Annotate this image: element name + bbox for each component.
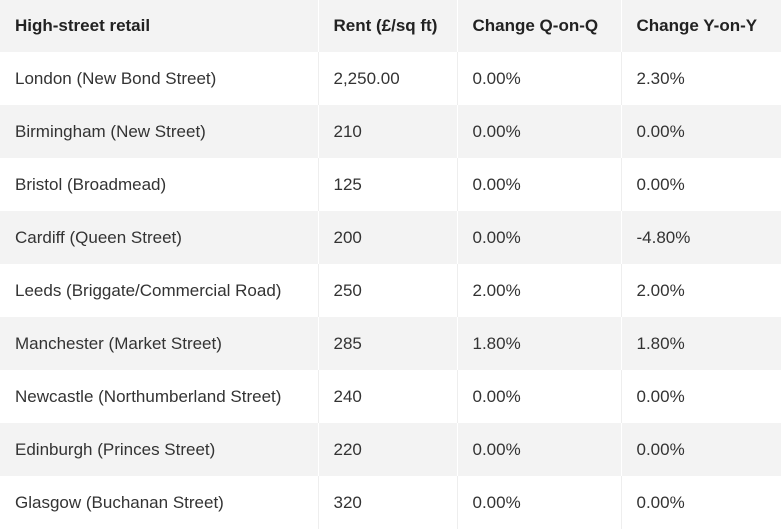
location-cell: Manchester (Market Street) [15, 333, 222, 353]
table-header: High-street retail Rent (£/sq ft) Change… [0, 0, 781, 52]
change-qoq-cell: 0.00% [456, 52, 621, 105]
location-cell: Newcastle (Northumberland Street) [15, 386, 282, 406]
change-qoq-cell: 0.00% [456, 105, 621, 158]
location-cell: London (New Bond Street) [15, 68, 217, 88]
location-cell: Edinburgh (Princes Street) [15, 439, 216, 459]
change-yoy-cell: 0.00% [620, 370, 781, 423]
change-qoq-cell: 0.00% [456, 370, 621, 423]
change-qoq-cell: 0.00% [456, 211, 621, 264]
location-cell: Birmingham (New Street) [15, 121, 206, 141]
location-cell: Cardiff (Queen Street) [15, 227, 182, 247]
column-header-location: High-street retail [15, 16, 151, 35]
table-row: Newcastle (Northumberland Street) 240 0.… [0, 370, 781, 423]
change-yoy-cell: 0.00% [620, 476, 781, 529]
column-header-change-qoq: Change Q-on-Q [456, 0, 621, 52]
table-row: Edinburgh (Princes Street) 220 0.00% 0.0… [0, 423, 781, 476]
change-qoq-cell: 0.00% [456, 423, 621, 476]
rent-cell: 285 [317, 317, 457, 370]
column-header-rent: Rent (£/sq ft) [317, 0, 457, 52]
table-row: Birmingham (New Street) 210 0.00% 0.00% [0, 105, 781, 158]
table-row: London (New Bond Street) 2,250.00 0.00% … [0, 52, 781, 105]
change-yoy-cell: 0.00% [620, 423, 781, 476]
rent-cell: 210 [317, 105, 457, 158]
change-qoq-cell: 2.00% [456, 264, 621, 317]
location-cell: Bristol (Broadmead) [15, 174, 167, 194]
rent-cell: 2,250.00 [317, 52, 457, 105]
table-body: London (New Bond Street) 2,250.00 0.00% … [0, 52, 781, 529]
rent-cell: 320 [317, 476, 457, 529]
table-row: Cardiff (Queen Street) 200 0.00% -4.80% [0, 211, 781, 264]
rent-cell: 200 [317, 211, 457, 264]
change-qoq-cell: 0.00% [456, 476, 621, 529]
location-cell: Leeds (Briggate/Commercial Road) [15, 280, 282, 300]
change-yoy-cell: 2.00% [620, 264, 781, 317]
header-row: High-street retail Rent (£/sq ft) Change… [0, 0, 781, 52]
change-yoy-cell: -4.80% [620, 211, 781, 264]
rent-cell: 125 [317, 158, 457, 211]
rent-cell: 220 [317, 423, 457, 476]
change-qoq-cell: 1.80% [456, 317, 621, 370]
location-cell: Glasgow (Buchanan Street) [15, 492, 224, 512]
change-yoy-cell: 2.30% [620, 52, 781, 105]
change-yoy-cell: 0.00% [620, 105, 781, 158]
rent-cell: 240 [317, 370, 457, 423]
table-row: Manchester (Market Street) 285 1.80% 1.8… [0, 317, 781, 370]
table-row: Leeds (Briggate/Commercial Road) 250 2.0… [0, 264, 781, 317]
change-yoy-cell: 0.00% [620, 158, 781, 211]
table-row: Glasgow (Buchanan Street) 320 0.00% 0.00… [0, 476, 781, 529]
change-yoy-cell: 1.80% [620, 317, 781, 370]
table-row: Bristol (Broadmead) 125 0.00% 0.00% [0, 158, 781, 211]
rent-cell: 250 [317, 264, 457, 317]
column-header-change-yoy: Change Y-on-Y [620, 0, 781, 52]
change-qoq-cell: 0.00% [456, 158, 621, 211]
